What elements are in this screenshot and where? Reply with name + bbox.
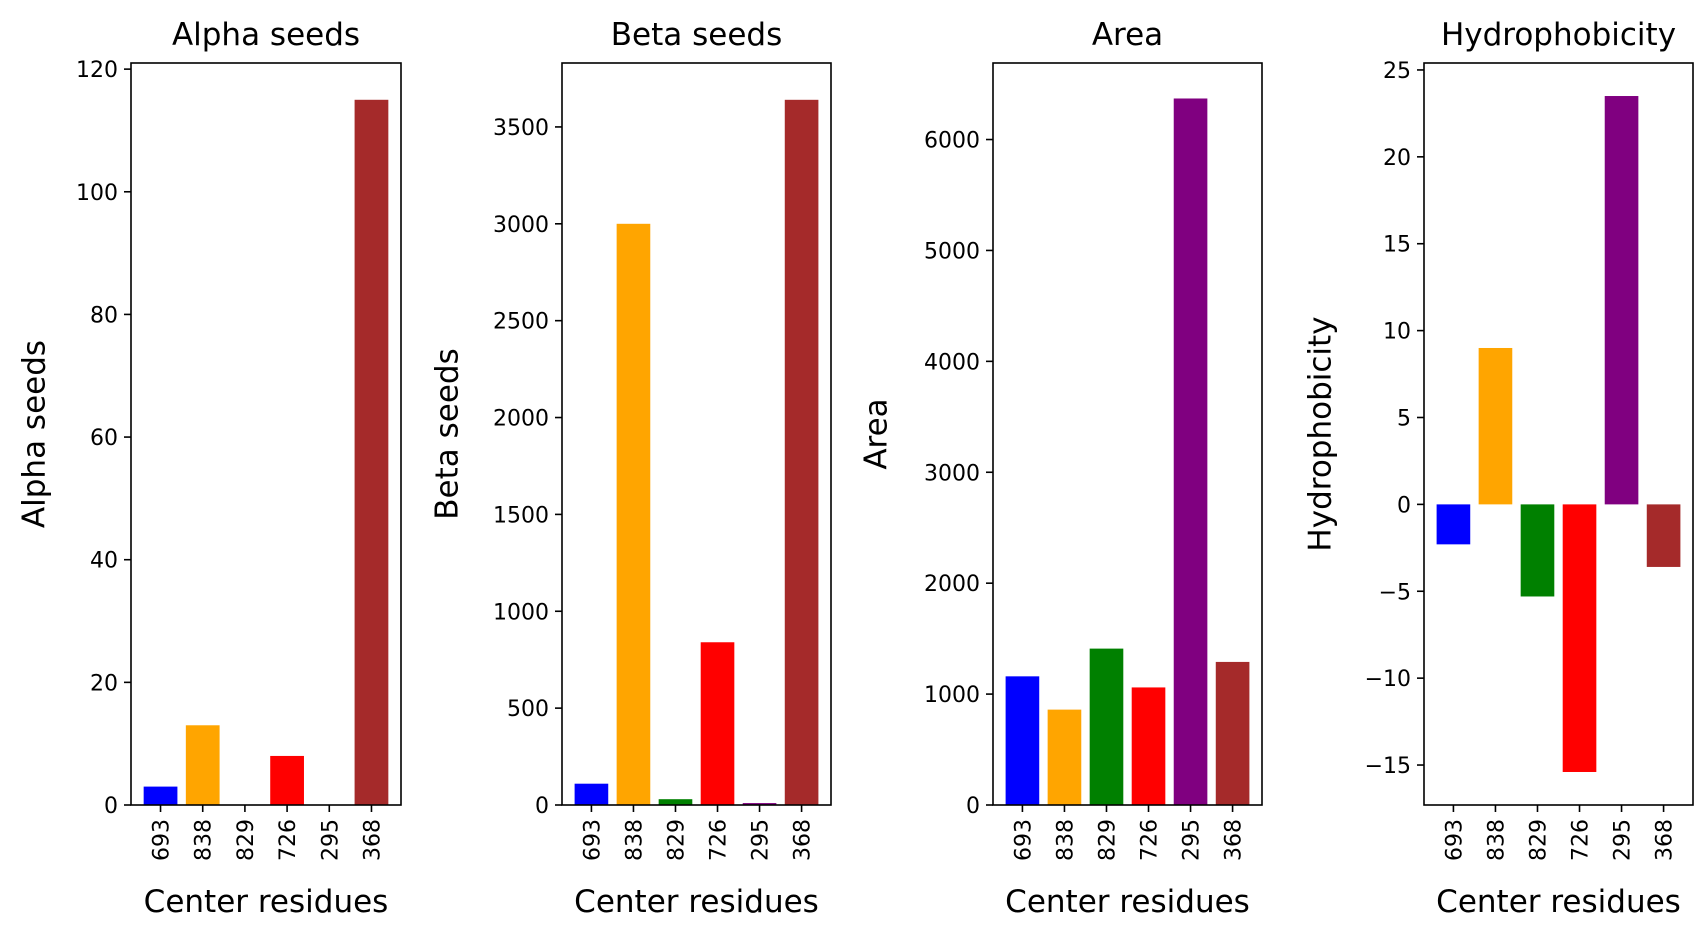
- bar-829: [658, 799, 693, 805]
- subplot-1: 0 20 40 60 80 100 120 693 838 829 726 295 368 Alpha s…: [17, 17, 402, 920]
- x-axis-label: Center residues: [1005, 884, 1250, 920]
- chart-title: Area: [1092, 17, 1163, 53]
- y-tick-label: 120: [76, 58, 118, 83]
- y-tick-label: 100: [76, 181, 118, 206]
- y-tick-label: 0: [1397, 493, 1411, 518]
- y-tick-label: −5: [1379, 580, 1411, 605]
- x-tick-label: 295: [1180, 819, 1205, 861]
- chart-title: Beta seeds: [611, 17, 782, 53]
- y-tick-label: −15: [1365, 754, 1411, 779]
- bar-838: [185, 725, 220, 805]
- y-tick-label: 0: [104, 794, 118, 819]
- bar-693: [143, 786, 178, 805]
- y-tick-label: 3000: [493, 213, 549, 238]
- y-tick-label: 4000: [924, 350, 980, 375]
- x-tick-label: 368: [360, 819, 385, 861]
- x-tick-label: 838: [192, 819, 217, 861]
- y-tick-label: 1500: [493, 503, 549, 528]
- bar-295: [742, 803, 777, 805]
- bar-726: [1131, 687, 1166, 805]
- bar-295: [1173, 98, 1208, 806]
- y-tick-label: 0: [966, 794, 980, 819]
- y-tick-label: 20: [90, 671, 118, 696]
- x-tick-label: 726: [1569, 819, 1594, 861]
- x-tick-label: 829: [664, 819, 689, 861]
- subplot-4: −15 −10 −5 0 5 10 15 20 25 693 838 829 726 295 368 Hydr…: [1303, 17, 1694, 920]
- x-tick-label: 368: [1653, 819, 1678, 861]
- y-tick-label: 0: [535, 794, 549, 819]
- y-tick-label: 2500: [493, 310, 549, 335]
- x-tick-label: 838: [1484, 819, 1509, 861]
- axes-frame: [1423, 62, 1694, 806]
- subplot-2: 0 500 1000 1500 2000 2500 3000 3500 693 838 829 726…: [430, 17, 832, 920]
- y-tick-label: 20: [1383, 146, 1411, 171]
- bar-726: [700, 642, 735, 805]
- subplot-3: 0 1000 2000 3000 4000 5000 6000 693 838 829 726 295…: [859, 17, 1263, 920]
- bar-838: [616, 223, 651, 806]
- bar-368: [354, 99, 389, 806]
- y-tick-label: 80: [90, 303, 118, 328]
- x-axis-label: Center residues: [1436, 884, 1681, 920]
- y-tick-label: 3500: [493, 116, 549, 141]
- bar-368: [1215, 661, 1250, 805]
- bar-726: [1562, 504, 1597, 772]
- bar-726: [270, 755, 304, 805]
- y-tick-label: −10: [1365, 667, 1411, 692]
- x-tick-label: 693: [580, 819, 605, 861]
- bar-829: [1520, 504, 1555, 597]
- bar-295: [1604, 96, 1639, 505]
- x-tick-label: 829: [1526, 819, 1551, 861]
- chart-title: Hydrophobicity: [1441, 17, 1676, 53]
- y-axis-label: Alpha seeds: [17, 340, 53, 528]
- axes-frame: [992, 62, 1263, 806]
- y-tick-label: 2000: [924, 572, 980, 597]
- x-tick-label: 693: [150, 819, 175, 861]
- bar-693: [1005, 676, 1040, 805]
- y-tick-label: 10: [1383, 320, 1411, 345]
- y-axis-label: Beta seeds: [430, 348, 466, 519]
- y-tick-label: 15: [1383, 233, 1411, 258]
- x-tick-label: 295: [749, 819, 774, 861]
- x-tick-label: 726: [707, 819, 732, 861]
- x-tick-label: 838: [1053, 819, 1078, 861]
- x-tick-label: 295: [318, 819, 343, 861]
- x-tick-label: 829: [234, 819, 259, 861]
- bar-368: [784, 99, 819, 805]
- y-tick-label: 5: [1397, 406, 1411, 431]
- x-tick-label: 726: [1138, 819, 1163, 861]
- y-axis-label: Area: [859, 398, 895, 469]
- chart-title: Alpha seeds: [172, 17, 360, 53]
- bar-838: [1478, 347, 1513, 505]
- bar-693: [1436, 504, 1471, 545]
- y-tick-label: 25: [1383, 59, 1411, 84]
- y-tick-label: 60: [90, 426, 118, 451]
- x-tick-label: 829: [1095, 819, 1120, 861]
- x-tick-label: 368: [1222, 819, 1247, 861]
- x-tick-label: 838: [622, 819, 647, 861]
- y-tick-label: 2000: [493, 407, 549, 432]
- x-tick-label: 368: [791, 819, 816, 861]
- y-tick-label: 500: [507, 697, 549, 722]
- y-tick-label: 1000: [924, 683, 980, 708]
- axes-frame: [130, 62, 402, 806]
- bar-829: [1089, 648, 1124, 805]
- x-tick-label: 693: [1011, 819, 1036, 861]
- x-axis-label: Center residues: [574, 884, 819, 920]
- x-axis-label: Center residues: [144, 884, 389, 920]
- x-tick-label: 693: [1442, 819, 1467, 861]
- y-axis-label: Hydrophobicity: [1303, 316, 1339, 551]
- y-tick-label: 1000: [493, 600, 549, 625]
- x-tick-label: 726: [276, 819, 301, 861]
- y-tick-label: 6000: [924, 129, 980, 154]
- axes-frame: [561, 62, 832, 806]
- bar-368: [1646, 504, 1681, 567]
- y-tick-label: 5000: [924, 239, 980, 264]
- bar-693: [574, 783, 609, 805]
- y-tick-label: 3000: [924, 461, 980, 486]
- y-tick-label: 40: [90, 549, 118, 574]
- x-tick-label: 295: [1611, 819, 1636, 861]
- bar-838: [1047, 709, 1082, 805]
